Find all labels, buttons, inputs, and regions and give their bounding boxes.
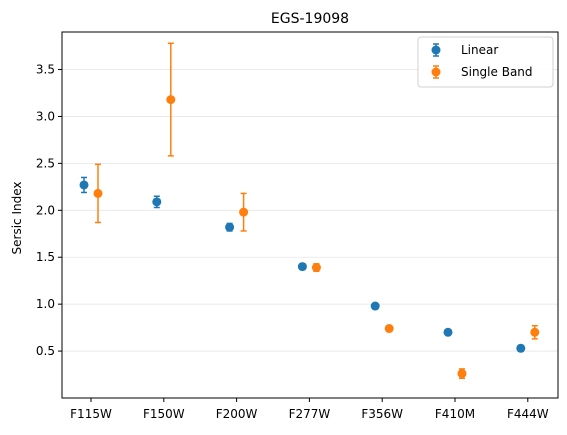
data-points — [79, 95, 540, 379]
data-point — [530, 327, 540, 337]
y-axis-title: Sersic Index — [10, 182, 24, 255]
y-tick-label: 0.5 — [36, 344, 55, 358]
x-axis: F115W F150W F200W F277W F356W F410M F444W — [70, 398, 549, 421]
y-axis: 0.5 1.0 1.5 2.0 2.5 3.0 3.5 — [36, 63, 62, 358]
data-point — [516, 343, 526, 353]
legend-item: Single Band — [431, 65, 533, 79]
plot-frame — [61, 31, 559, 399]
y-tick-label: 2.5 — [36, 156, 55, 170]
data-point — [297, 262, 307, 272]
chart-title: EGS-19098 — [271, 11, 349, 27]
legend-label: Single Band — [461, 65, 533, 79]
y-tick-label: 3.0 — [36, 109, 55, 123]
y-tick-label: 3.5 — [36, 63, 55, 77]
x-tick-label: F200W — [216, 407, 258, 421]
x-tick-label: F277W — [289, 407, 331, 421]
x-tick-label: F150W — [143, 407, 185, 421]
data-point — [384, 324, 394, 334]
grid-lines — [62, 69, 558, 352]
x-tick-label: F410M — [435, 407, 475, 421]
data-point — [370, 301, 380, 311]
error-bars — [81, 42, 538, 380]
data-point — [93, 188, 103, 198]
y-tick-label: 1.5 — [36, 250, 55, 264]
y-tick-label: 2.0 — [36, 203, 55, 217]
legend-marker — [431, 67, 441, 77]
data-point — [443, 327, 453, 337]
data-point — [225, 222, 235, 232]
legend-marker — [431, 45, 441, 55]
legend: Linear Single Band — [417, 36, 554, 88]
data-point — [239, 207, 249, 217]
data-point — [152, 197, 162, 207]
legend-label: Linear — [461, 43, 498, 57]
x-tick-label: F356W — [361, 407, 403, 421]
x-tick-label: F115W — [70, 407, 112, 421]
data-point — [311, 263, 321, 273]
data-point — [166, 95, 176, 105]
legend-item: Linear — [431, 43, 498, 57]
y-tick-label: 1.0 — [36, 297, 55, 311]
data-point — [457, 369, 467, 379]
x-tick-label: F444W — [507, 407, 549, 421]
data-point — [79, 180, 89, 190]
legend-box — [417, 36, 554, 88]
